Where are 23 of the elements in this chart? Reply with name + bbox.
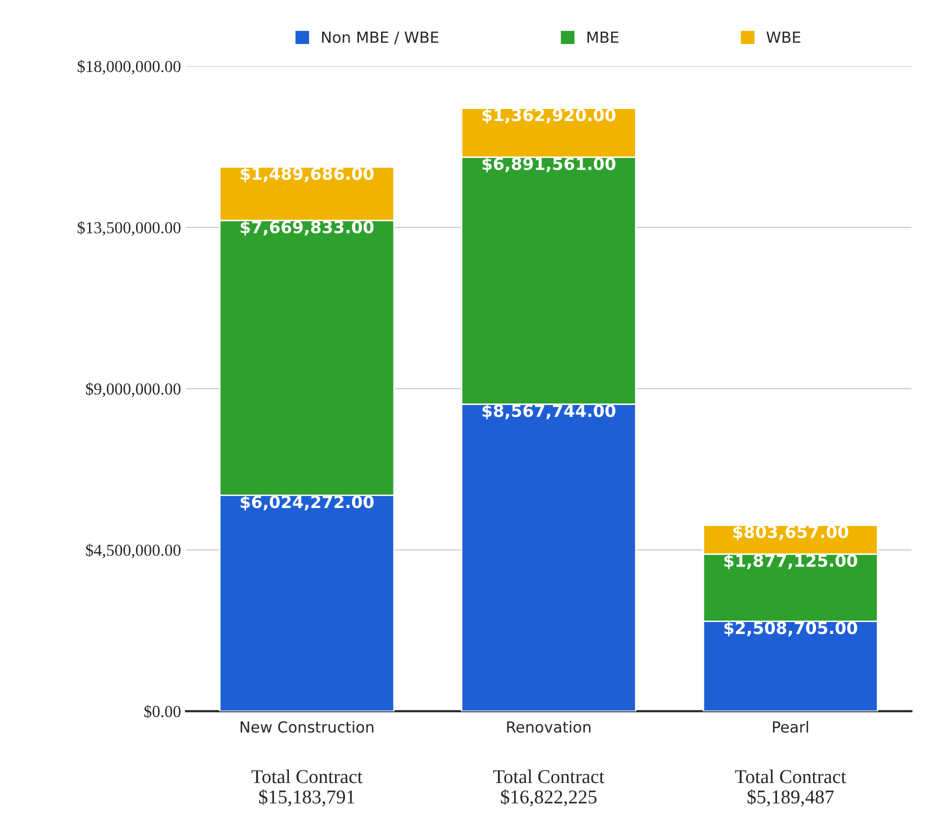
x-tick-label: Pearl: [773, 720, 808, 733]
legend-label: MBE: [588, 32, 618, 43]
data-label: $7,669,833.00: [240, 220, 374, 236]
data-label: $6,024,272.00: [240, 495, 374, 510]
y-tick-label: $0.00: [144, 704, 181, 718]
x-tick-label: New Construction: [240, 720, 374, 733]
data-label: $1,489,686.00: [240, 167, 374, 182]
data-label: $6,891,561.00: [482, 157, 616, 172]
y-tick-label: $13,500,000.00: [78, 221, 181, 236]
data-label: $803,657.00: [733, 525, 848, 540]
data-label: $1,877,125.00: [724, 554, 858, 570]
data-label: $2,508,705.00: [724, 621, 858, 636]
total-label: Total Contract $16,822,225: [493, 770, 604, 806]
y-tick-label: $9,000,000.00: [86, 382, 181, 398]
y-tick-label: $4,500,000.00: [86, 544, 181, 558]
x-tick-label: Renovation: [507, 720, 590, 733]
legend-label: Non MBE / WBE: [322, 32, 438, 44]
data-label: $1,362,920.00: [482, 108, 616, 124]
legend-label: WBE: [766, 32, 800, 43]
total-label: Total Contract $5,189,487: [735, 770, 846, 806]
data-label: $8,567,744.00: [482, 404, 616, 420]
total-label: Total Contract $15,183,791: [252, 770, 363, 806]
y-tick-label: $18,000,000.00: [78, 60, 181, 75]
